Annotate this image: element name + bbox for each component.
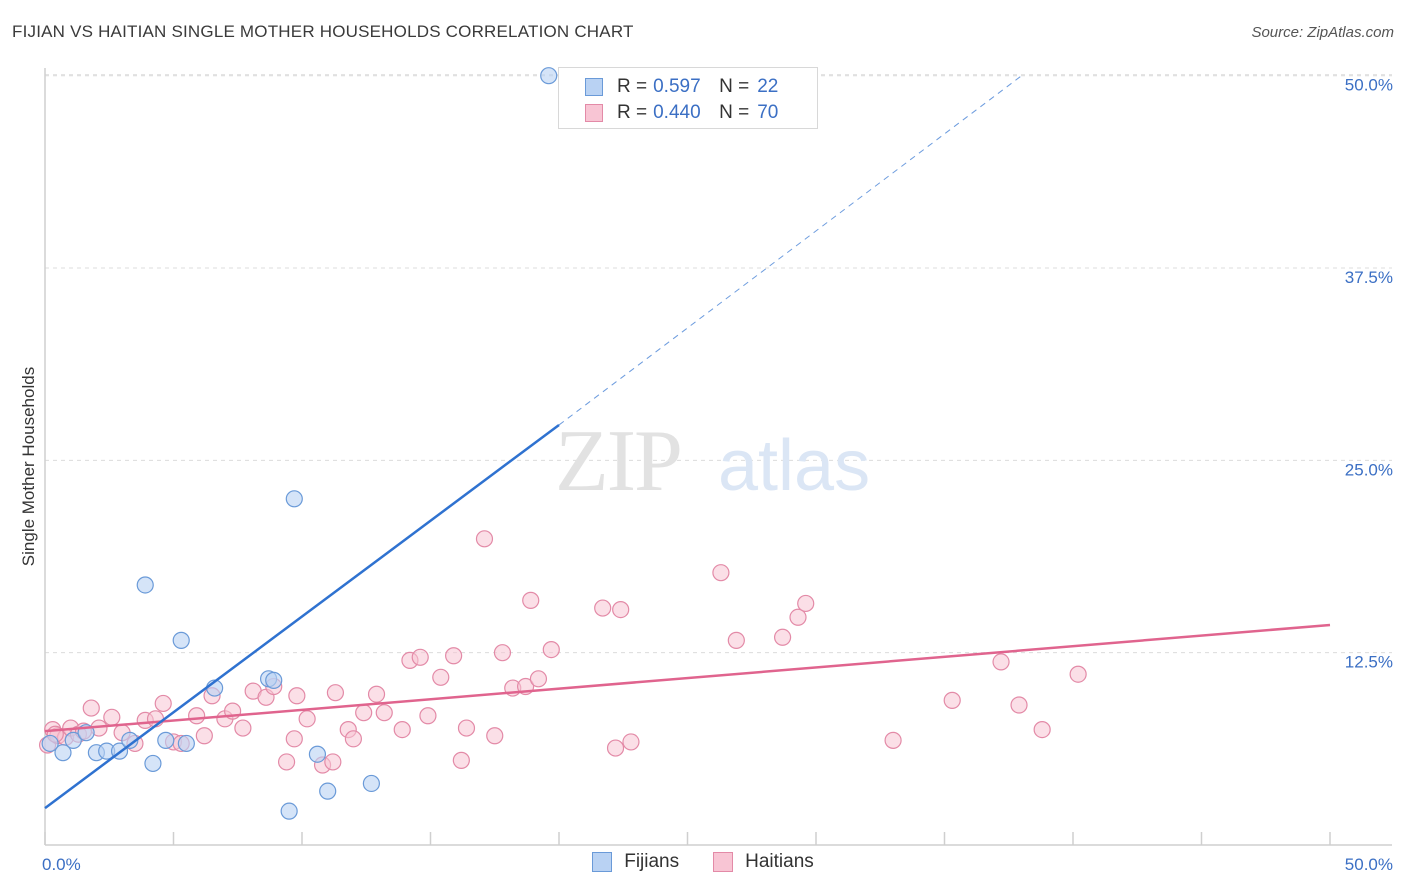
haitian-point bbox=[452, 751, 470, 769]
fijian-point bbox=[136, 576, 154, 594]
fijian-points bbox=[41, 67, 558, 820]
legend-row-fijians: R = 0.597 N = 22 bbox=[585, 75, 778, 99]
haitian-swatch bbox=[585, 104, 603, 122]
legend-row-haitians: R = 0.440 N = 70 bbox=[585, 101, 778, 125]
haitian-point bbox=[445, 647, 463, 665]
legend-label-haitians: Haitians bbox=[745, 851, 814, 872]
haitian-points bbox=[38, 530, 1087, 774]
r-value-fijians: 0.597 bbox=[653, 76, 701, 97]
fijian-point bbox=[308, 745, 327, 763]
n-label: N = bbox=[719, 76, 750, 97]
axis-layer bbox=[44, 68, 1392, 846]
y-tick-label: 25.0% bbox=[1345, 460, 1393, 479]
haitian-point bbox=[522, 591, 540, 609]
haitian-point bbox=[1069, 665, 1087, 683]
fijian-point bbox=[41, 734, 59, 753]
haitian-point bbox=[475, 530, 494, 548]
fijian-trend-extension bbox=[558, 75, 1022, 426]
haitian-point bbox=[288, 687, 306, 705]
haitian-point bbox=[298, 710, 316, 728]
series-legend: Fijians Haitians bbox=[0, 851, 1406, 873]
haitian-point bbox=[393, 721, 411, 739]
fijian-point bbox=[265, 671, 283, 689]
haitian-point bbox=[367, 685, 386, 703]
n-value-fijians: 22 bbox=[757, 76, 779, 97]
y-tick-label: 37.5% bbox=[1345, 268, 1393, 287]
haitian-point bbox=[797, 594, 815, 613]
haitian-point bbox=[324, 753, 342, 771]
fijian-point bbox=[280, 802, 298, 820]
haitian-point bbox=[188, 707, 206, 725]
haitian-point bbox=[493, 644, 512, 662]
y-axis-title: Single Mother Households bbox=[19, 367, 38, 566]
legend-item-haitians[interactable]: Haitians bbox=[713, 851, 814, 873]
watermark-zip: ZIP bbox=[555, 413, 681, 510]
haitian-point bbox=[154, 694, 172, 713]
haitian-point bbox=[234, 719, 252, 737]
fijian-trend-line bbox=[44, 423, 560, 810]
haitian-point bbox=[195, 727, 213, 745]
r-label: R = bbox=[617, 102, 648, 123]
source-label: Source: ZipAtlas.com bbox=[1251, 24, 1394, 41]
fijian-point bbox=[177, 734, 195, 753]
haitian-trend-line bbox=[44, 623, 1331, 733]
fijian-point bbox=[172, 631, 190, 649]
haitian-point bbox=[884, 731, 902, 749]
haitian-point bbox=[277, 753, 296, 771]
haitian-point bbox=[432, 668, 450, 686]
haitian-point bbox=[992, 653, 1010, 671]
haitian-point bbox=[355, 704, 373, 722]
haitian-legend-swatch bbox=[713, 852, 734, 872]
haitian-point bbox=[594, 599, 612, 617]
haitian-point bbox=[457, 719, 476, 737]
haitian-point bbox=[1033, 721, 1051, 739]
haitian-point bbox=[103, 708, 121, 726]
haitian-point bbox=[542, 640, 560, 659]
haitian-point bbox=[419, 707, 437, 725]
legend-item-fijians[interactable]: Fijians bbox=[592, 851, 679, 873]
y-tick-label: 12.5% bbox=[1345, 653, 1393, 672]
haitian-point bbox=[1010, 696, 1028, 714]
x-tick-label: 50.0% bbox=[1345, 855, 1393, 874]
x-tick-label: 0.0% bbox=[42, 855, 81, 874]
fijian-point bbox=[285, 490, 303, 508]
n-label: N = bbox=[719, 102, 750, 123]
fijian-point bbox=[54, 744, 72, 762]
label-layer: 12.5% 25.0% 37.5% 50.0% 0.0% 50.0% Single Moth… bbox=[19, 76, 1393, 874]
haitian-point bbox=[606, 739, 625, 757]
fijian-swatch bbox=[585, 78, 603, 96]
haitian-point bbox=[486, 727, 504, 745]
haitian-point bbox=[612, 600, 630, 619]
haitian-point bbox=[789, 608, 807, 626]
fijian-point bbox=[144, 754, 162, 773]
fijian-point bbox=[540, 67, 558, 85]
haitian-point bbox=[411, 648, 429, 666]
haitian-point bbox=[727, 631, 745, 649]
haitian-point bbox=[375, 704, 393, 722]
haitian-point bbox=[326, 684, 345, 702]
haitian-point bbox=[344, 730, 362, 748]
r-label: R = bbox=[617, 76, 648, 97]
fijian-point bbox=[157, 731, 175, 749]
correlation-legend: R = 0.597 N = 22 R = 0.440 N = 70 bbox=[558, 67, 818, 129]
y-tick-label: 50.0% bbox=[1345, 76, 1393, 95]
fijian-legend-swatch bbox=[592, 852, 613, 872]
n-value-haitians: 70 bbox=[757, 102, 779, 123]
haitian-point bbox=[82, 699, 100, 717]
fijian-point bbox=[64, 731, 82, 749]
haitian-point bbox=[712, 564, 730, 582]
haitian-point bbox=[285, 730, 303, 748]
trend-layer bbox=[44, 75, 1331, 810]
haitian-point bbox=[943, 691, 961, 709]
haitian-point bbox=[529, 670, 548, 688]
fijian-point bbox=[319, 782, 337, 800]
fijian-point bbox=[362, 774, 380, 793]
r-value-haitians: 0.440 bbox=[653, 102, 701, 123]
legend-label-fijians: Fijians bbox=[624, 851, 680, 872]
watermark-atlas: atlas bbox=[718, 426, 870, 506]
chart-title: FIJIAN VS HAITIAN SINGLE MOTHER HOUSEHOL… bbox=[12, 22, 634, 41]
haitian-point bbox=[622, 733, 640, 751]
haitian-point bbox=[773, 628, 792, 646]
